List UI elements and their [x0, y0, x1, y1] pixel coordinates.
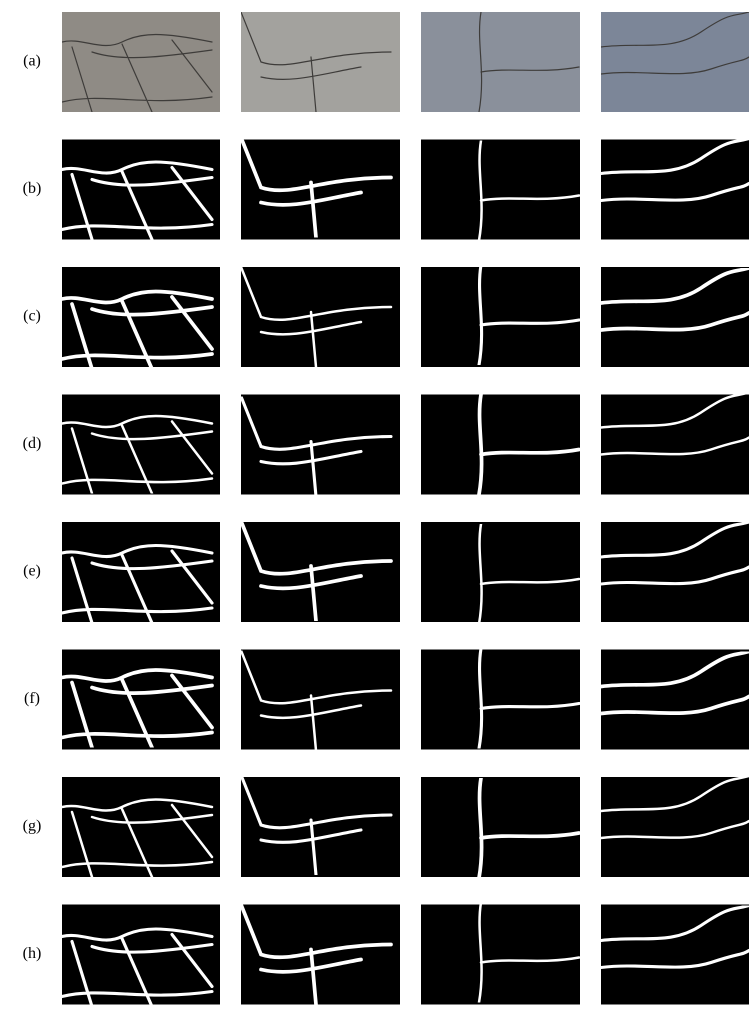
- crack: [241, 137, 393, 238]
- cell-bg: [62, 267, 220, 367]
- row-label: (d): [23, 435, 42, 452]
- crack: [241, 396, 393, 497]
- row-label: (h): [23, 945, 42, 962]
- mask: [241, 137, 400, 240]
- photo: [421, 12, 580, 112]
- cell-bg: [421, 522, 580, 622]
- mask: [241, 521, 400, 622]
- crack: [601, 268, 749, 332]
- mask: [62, 139, 220, 240]
- mask: [62, 777, 220, 877]
- crack: [241, 267, 393, 367]
- row-label: (a): [23, 53, 41, 70]
- crack: [62, 543, 214, 623]
- mask: [62, 649, 220, 750]
- crack: [601, 138, 749, 203]
- cell-bg: [601, 904, 749, 1005]
- cell-bg: [601, 12, 749, 112]
- mask: [241, 649, 400, 751]
- photo: [241, 12, 400, 112]
- mask: [421, 139, 580, 241]
- cell-bg: [421, 12, 580, 112]
- crack: [478, 12, 580, 112]
- cell-bg: [601, 139, 749, 240]
- cell-bg: [601, 267, 749, 367]
- crack: [477, 778, 580, 878]
- crack: [62, 289, 214, 369]
- crack: [241, 521, 393, 621]
- cell-bg: [62, 522, 220, 622]
- mask: [421, 777, 580, 878]
- mask: [421, 648, 580, 750]
- crack: [477, 648, 580, 749]
- mask: [421, 265, 580, 367]
- cell-bg: [421, 267, 580, 367]
- mask: [241, 394, 400, 497]
- crack: [601, 392, 749, 456]
- crack: [477, 265, 580, 365]
- crack: [477, 394, 580, 495]
- mask: [421, 902, 580, 1005]
- cell-bg: [62, 904, 220, 1005]
- crack: [601, 905, 749, 970]
- crack: [477, 902, 580, 1003]
- cell-bg: [62, 12, 220, 112]
- cell-bg: [421, 649, 580, 750]
- crack: [601, 651, 749, 716]
- row-label: (f): [24, 690, 40, 707]
- crack: [241, 904, 393, 1005]
- mask: [601, 904, 749, 1005]
- crack: [601, 776, 749, 840]
- mask: [62, 394, 220, 495]
- cell-bg: [601, 649, 749, 750]
- cell-bg: [601, 522, 749, 622]
- crack: [62, 33, 213, 112]
- cell-bg: [421, 139, 580, 240]
- row-label: (e): [23, 563, 41, 580]
- crack: [62, 160, 214, 240]
- mask: [601, 649, 749, 750]
- crack: [241, 775, 393, 875]
- mask: [241, 267, 400, 367]
- mask: [601, 392, 749, 495]
- crack: [62, 414, 214, 494]
- cell-bg: [421, 904, 580, 1005]
- cell-bg: [62, 777, 220, 877]
- cell-bg: [421, 394, 580, 495]
- mask: [241, 904, 400, 1005]
- mask: [601, 522, 749, 622]
- cell-bg: [241, 12, 400, 112]
- mask: [241, 775, 400, 877]
- photo: [601, 12, 749, 112]
- crack: [62, 927, 214, 1007]
- crack: [477, 524, 580, 624]
- cell-bg: [241, 649, 400, 750]
- cell-bg: [62, 139, 220, 240]
- mask: [601, 267, 749, 367]
- mask: [62, 522, 220, 623]
- cell-bg: [421, 777, 580, 877]
- crack: [477, 140, 580, 241]
- row-label: (c): [23, 308, 41, 325]
- photo: [62, 12, 220, 112]
- mask: [421, 522, 580, 624]
- crack: [601, 522, 749, 586]
- mask: [62, 904, 220, 1007]
- crack: [601, 12, 749, 75]
- cell-bg: [601, 777, 749, 877]
- cell-bg: [241, 267, 400, 367]
- mask: [62, 267, 220, 369]
- row-label: (g): [23, 818, 42, 835]
- crack: [241, 12, 392, 112]
- crack: [241, 650, 393, 751]
- mask: [601, 138, 749, 240]
- row-label: (b): [23, 180, 42, 197]
- mask: [421, 394, 580, 495]
- mask: [601, 776, 749, 877]
- crack: [62, 798, 214, 877]
- crack: [62, 668, 214, 748]
